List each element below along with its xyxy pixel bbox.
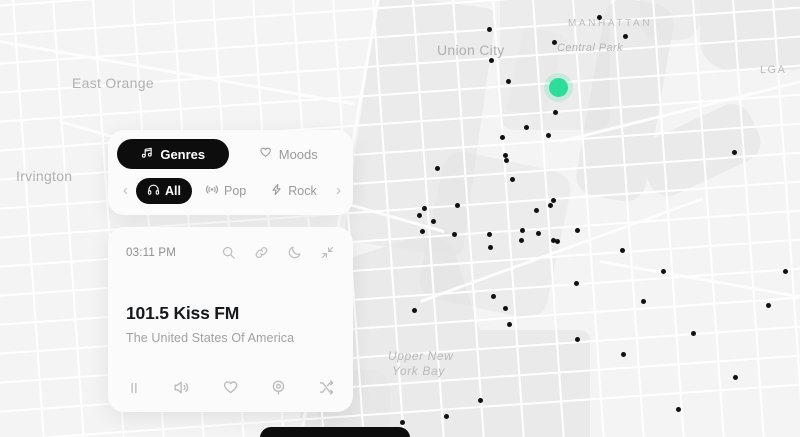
station-dot[interactable] [597,15,602,20]
map-road [10,0,47,437]
station-dot[interactable] [487,232,492,237]
station-dot[interactable] [524,125,529,130]
station-dot[interactable] [455,203,460,208]
pause-icon[interactable] [126,380,142,396]
station-dot[interactable] [488,245,493,250]
bottom-sheet-handle[interactable] [260,427,410,437]
station-dot[interactable] [621,352,626,357]
station-dot[interactable] [623,34,628,39]
tab-genres-label: Genres [160,146,206,162]
search-icon[interactable] [221,245,236,260]
collapse-icon[interactable] [320,245,335,260]
station-dot[interactable] [536,231,541,236]
clock-label: 03:11 PM [126,246,176,259]
headphones-icon [147,183,160,199]
station-dot[interactable] [575,228,580,233]
station-dot[interactable] [420,229,425,234]
station-dot[interactable] [676,407,681,412]
chip-rock[interactable]: Rock [259,178,327,204]
station-dot[interactable] [510,177,515,182]
station-dot[interactable] [548,203,553,208]
station-dot[interactable] [478,398,483,403]
chevron-left-icon[interactable] [117,178,134,204]
moon-icon[interactable] [287,245,302,260]
tab-row: Genres Moods [117,139,344,169]
station-dot[interactable] [504,158,509,163]
player-card: 03:11 PM [108,227,353,412]
tab-moods[interactable]: Moods [233,139,345,169]
station-dot[interactable] [519,238,524,243]
lightning-icon [270,183,283,199]
station-dot[interactable] [691,331,696,336]
category-panel: Genres Moods [108,130,353,215]
link-icon[interactable] [254,245,269,260]
station-dot[interactable] [574,281,579,286]
station-country: The United States Of America [126,331,295,345]
station-dot[interactable] [534,208,539,213]
station-dot[interactable] [641,299,646,304]
station-dot[interactable] [553,110,558,115]
station-dot[interactable] [417,213,422,218]
station-dot[interactable] [520,228,525,233]
station-dot[interactable] [551,238,556,243]
tab-genres[interactable]: Genres [117,139,229,169]
active-station-marker[interactable] [549,78,568,97]
heart-icon [259,146,272,162]
station-dot[interactable] [506,79,511,84]
volume-icon[interactable] [173,379,190,396]
station-dot[interactable] [452,232,457,237]
station-dot[interactable] [444,414,449,419]
station-dot[interactable] [551,198,556,203]
heart-icon[interactable] [222,379,239,396]
location-pin-icon[interactable] [270,379,287,396]
station-dot[interactable] [489,58,494,63]
station-dot[interactable] [503,153,508,158]
station-dot[interactable] [555,239,560,244]
station-dot[interactable] [431,219,436,224]
shuffle-icon[interactable] [318,379,335,396]
station-name: 101.5 Kiss FM [126,303,240,323]
station-dot[interactable] [783,269,788,274]
station-dot[interactable] [487,27,492,32]
station-dot[interactable] [412,308,417,313]
station-dot[interactable] [661,269,666,274]
map-road [599,260,800,308]
music-note-icon [140,146,153,162]
station-dot[interactable] [503,306,508,311]
chip-pop[interactable]: Pop [194,178,257,204]
station-dot[interactable] [733,375,738,380]
map-landmass [640,0,700,40]
chevron-right-icon[interactable] [330,178,347,204]
chip-all-label: All [165,184,181,198]
chip-rock-label: Rock [288,184,317,198]
tab-moods-label: Moods [278,146,318,162]
station-dot[interactable] [435,166,440,171]
station-dot[interactable] [766,303,771,308]
broadcast-icon [205,183,219,199]
station-dot[interactable] [546,133,551,138]
chip-all[interactable]: All [136,178,192,204]
station-dot[interactable] [507,322,512,327]
map-road [50,0,87,437]
station-dot[interactable] [500,135,505,140]
station-dot[interactable] [620,248,625,253]
player-controls [126,379,335,396]
genre-chip-row: All Pop Rock [117,178,344,204]
player-header: 03:11 PM [126,245,335,260]
station-dot[interactable] [575,337,580,342]
station-dot[interactable] [491,294,496,299]
station-dot[interactable] [552,40,557,45]
station-dot[interactable] [422,206,427,211]
station-dot[interactable] [732,150,737,155]
chip-pop-label: Pop [223,184,247,198]
station-dot[interactable] [400,420,405,425]
player-header-actions [221,245,335,260]
